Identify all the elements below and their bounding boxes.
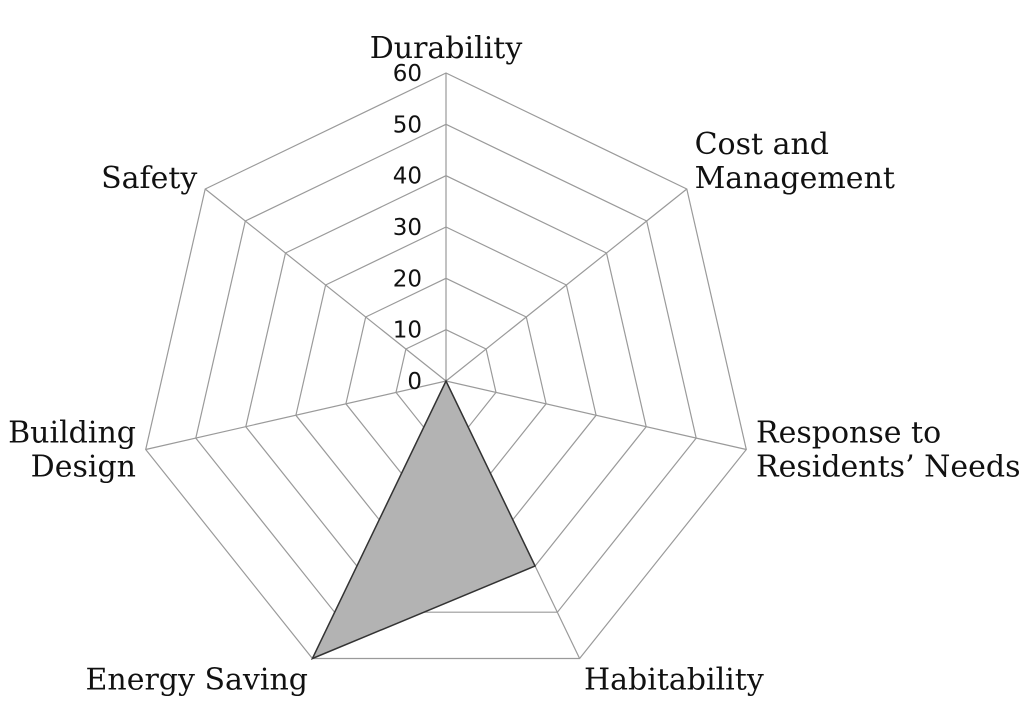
category-label-line: Response to <box>756 416 941 451</box>
tick-label-60: 60 <box>393 61 422 87</box>
category-label-line: Design <box>31 450 136 485</box>
category-label-line: Building <box>8 416 136 451</box>
category-label-4: Energy Saving <box>85 663 308 698</box>
tick-label-10: 10 <box>393 318 422 344</box>
category-label-0: Durability <box>370 31 523 66</box>
tick-label-40: 40 <box>393 164 422 190</box>
category-label-2: Response to Residents’ Needs <box>756 416 1021 485</box>
grid-ring-50 <box>195 123 697 613</box>
category-label-line: Energy Saving <box>85 663 308 698</box>
series-area-0 <box>310 379 537 660</box>
grid-spoke-1 <box>445 188 688 382</box>
category-label-3: Habitability <box>584 663 764 698</box>
grid-spoke-6 <box>204 188 447 382</box>
radial-tick-labels: 0 10 20 30 40 50 60 <box>393 61 422 395</box>
tick-label-50: 50 <box>393 112 422 138</box>
category-label-line: Durability <box>370 31 523 66</box>
category-label-line: Habitability <box>584 663 764 698</box>
category-label-5: Building Design <box>8 416 136 485</box>
tick-label-0: 0 <box>407 369 422 395</box>
category-label-1: Cost and Management <box>695 127 895 196</box>
category-label-line: Cost and <box>695 127 829 162</box>
grid-spoke-5 <box>145 380 447 451</box>
category-labels: Durability Cost and Management Response to R… <box>8 31 1020 698</box>
category-label-line: Safety <box>101 161 197 196</box>
category-label-6: Safety <box>101 161 197 196</box>
grid-spoke-2 <box>445 380 747 451</box>
category-label-line: Management <box>695 161 895 196</box>
tick-label-30: 30 <box>393 215 422 241</box>
category-label-line: Residents’ Needs <box>756 450 1021 485</box>
tick-label-20: 20 <box>393 266 422 292</box>
radar-series <box>310 379 537 660</box>
grid-ring-60 <box>145 72 747 660</box>
